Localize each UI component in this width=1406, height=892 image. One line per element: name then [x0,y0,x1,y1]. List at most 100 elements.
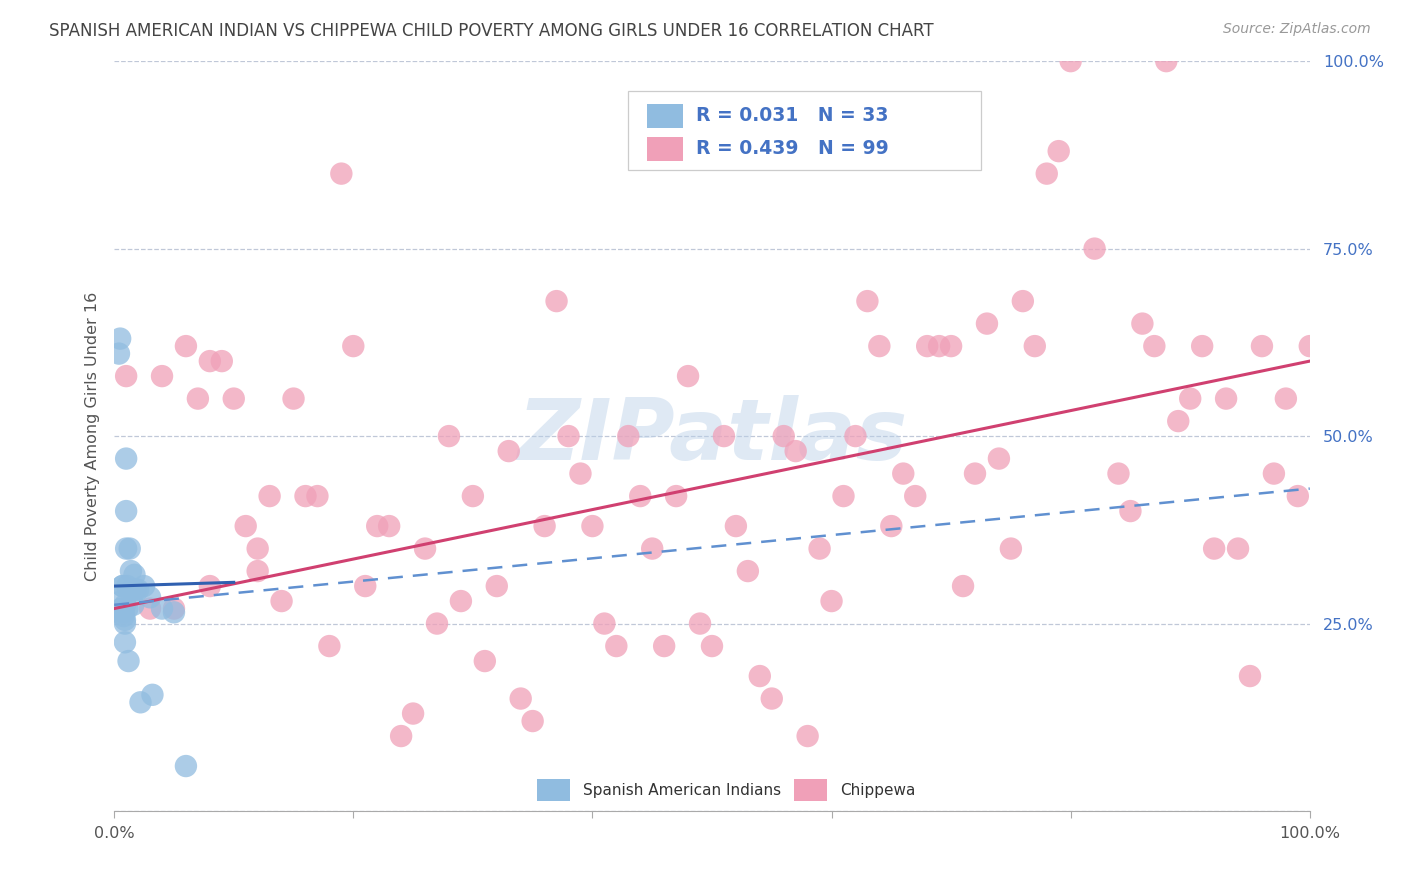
Point [820,594,842,608]
Point [461,489,484,503]
Text: ZIPatlas: ZIPatlas [517,394,907,477]
Point [141,688,163,702]
Point [426,616,449,631]
Point [108,332,131,346]
Point [533,519,555,533]
FancyBboxPatch shape [647,136,683,161]
Point [283,392,305,406]
Point [1156,54,1178,69]
Point [124,567,146,582]
Point [366,519,388,533]
Point [270,594,292,608]
Point [150,369,173,384]
Point [868,339,890,353]
Point [112,605,135,619]
Point [115,451,138,466]
Point [111,579,134,593]
Point [832,489,855,503]
Point [1024,339,1046,353]
Point [1204,541,1226,556]
Point [163,605,186,619]
Point [246,541,269,556]
Point [915,339,938,353]
Point [1047,144,1070,158]
Point [605,639,627,653]
Point [581,519,603,533]
FancyBboxPatch shape [628,91,981,169]
Point [114,616,136,631]
Point [139,601,162,615]
Point [114,598,136,612]
Point [1011,294,1033,309]
Point [652,639,675,653]
Point [330,167,353,181]
Point [389,729,412,743]
Point [522,714,544,728]
Point [121,582,143,597]
Point [211,354,233,368]
Point [569,467,592,481]
Point [163,601,186,615]
Point [939,339,962,353]
Point [1108,467,1130,481]
Point [115,541,138,556]
Point [112,609,135,624]
Point [307,489,329,503]
Point [1286,489,1309,503]
Point [115,369,138,384]
Point [150,601,173,615]
Point [174,759,197,773]
Point [114,613,136,627]
Point [117,654,139,668]
Point [963,467,986,481]
Point [891,467,914,481]
Point [1191,339,1213,353]
FancyBboxPatch shape [537,779,569,801]
Point [748,669,770,683]
Point [1035,167,1057,181]
Point [1000,541,1022,556]
Point [617,429,640,443]
Point [474,654,496,668]
Point [772,429,794,443]
Point [122,598,145,612]
Point [713,429,735,443]
Point [1275,392,1298,406]
Point [354,579,377,593]
Point [115,504,138,518]
Point [1215,392,1237,406]
Text: R = 0.439   N = 99: R = 0.439 N = 99 [696,139,889,159]
Point [700,639,723,653]
Point [174,339,197,353]
Point [593,616,616,631]
Point [222,392,245,406]
Text: SPANISH AMERICAN INDIAN VS CHIPPEWA CHILD POVERTY AMONG GIRLS UNDER 16 CORRELATI: SPANISH AMERICAN INDIAN VS CHIPPEWA CHIL… [49,22,934,40]
Point [1083,242,1105,256]
Point [120,564,142,578]
Point [246,564,269,578]
Point [952,579,974,593]
Y-axis label: Child Poverty Among Girls Under 16: Child Poverty Among Girls Under 16 [86,292,100,581]
Point [1119,504,1142,518]
Point [665,489,688,503]
Point [114,635,136,649]
Point [378,519,401,533]
Point [1251,339,1274,353]
Point [132,579,155,593]
Point [485,579,508,593]
Point [808,541,831,556]
Point [976,317,998,331]
Point [318,639,340,653]
Point [987,451,1010,466]
Point [689,616,711,631]
Point [498,444,520,458]
Point [557,429,579,443]
Point [1132,317,1154,331]
FancyBboxPatch shape [794,779,827,801]
Point [198,354,221,368]
Point [761,691,783,706]
Point [110,601,132,615]
Point [737,564,759,578]
Point [118,541,141,556]
Point [187,392,209,406]
